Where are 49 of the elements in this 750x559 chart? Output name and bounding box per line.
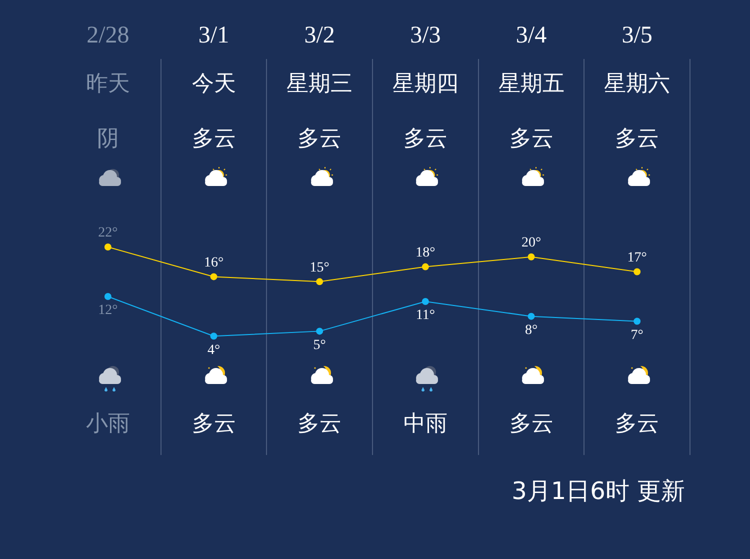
point: [210, 332, 218, 340]
text: 多云: [509, 126, 554, 152]
data-label: 22°: [98, 226, 118, 241]
data-label: 8°: [524, 323, 538, 338]
text: 阴: [96, 126, 119, 152]
text: 昨天: [86, 72, 130, 97]
x-tick-label: 3/4: [516, 22, 547, 49]
x-tick-label: 3/1: [198, 22, 230, 49]
text: 多云: [192, 412, 236, 437]
data-label: 7°: [630, 328, 644, 343]
text: 多云: [298, 126, 342, 152]
data-label: 16°: [204, 255, 224, 270]
text: 多云: [403, 126, 448, 152]
text: 多云: [298, 412, 342, 437]
point: [528, 253, 535, 260]
text: 中雨: [403, 412, 448, 437]
text: 星期四: [392, 72, 458, 97]
x-tick-label: 3/2: [304, 22, 335, 49]
point: [104, 293, 112, 300]
text: 多云: [192, 126, 236, 152]
point: [634, 268, 641, 276]
data-label: 17°: [627, 250, 647, 266]
point: [316, 278, 324, 286]
x-tick-label: 2/28: [86, 22, 130, 49]
text: 多云: [509, 412, 554, 437]
text: 多云: [615, 412, 660, 437]
data-label: 20°: [521, 236, 542, 251]
text: 星期三: [286, 72, 353, 97]
point: [422, 298, 429, 305]
point: [634, 318, 641, 325]
x-tick-label: 3/5: [622, 22, 652, 49]
data-label: 5°: [313, 338, 326, 353]
data-label: 4°: [207, 342, 220, 358]
point: [210, 273, 218, 280]
text: 小雨: [86, 412, 130, 437]
text: 今天: [192, 72, 236, 97]
text: 星期六: [604, 72, 670, 97]
text: 多云: [615, 126, 660, 152]
point: [422, 263, 429, 270]
data-label: 11°: [416, 308, 435, 324]
point: [528, 312, 535, 320]
data-label: 15°: [310, 260, 330, 276]
point: [316, 328, 324, 335]
x-tick-label: 3/3: [410, 22, 441, 49]
text: 星期五: [498, 72, 564, 97]
text: 3月1日6时 更新: [512, 477, 685, 506]
point: [104, 243, 112, 250]
data-label: 12°: [98, 303, 118, 318]
data-label: 18°: [416, 245, 436, 260]
